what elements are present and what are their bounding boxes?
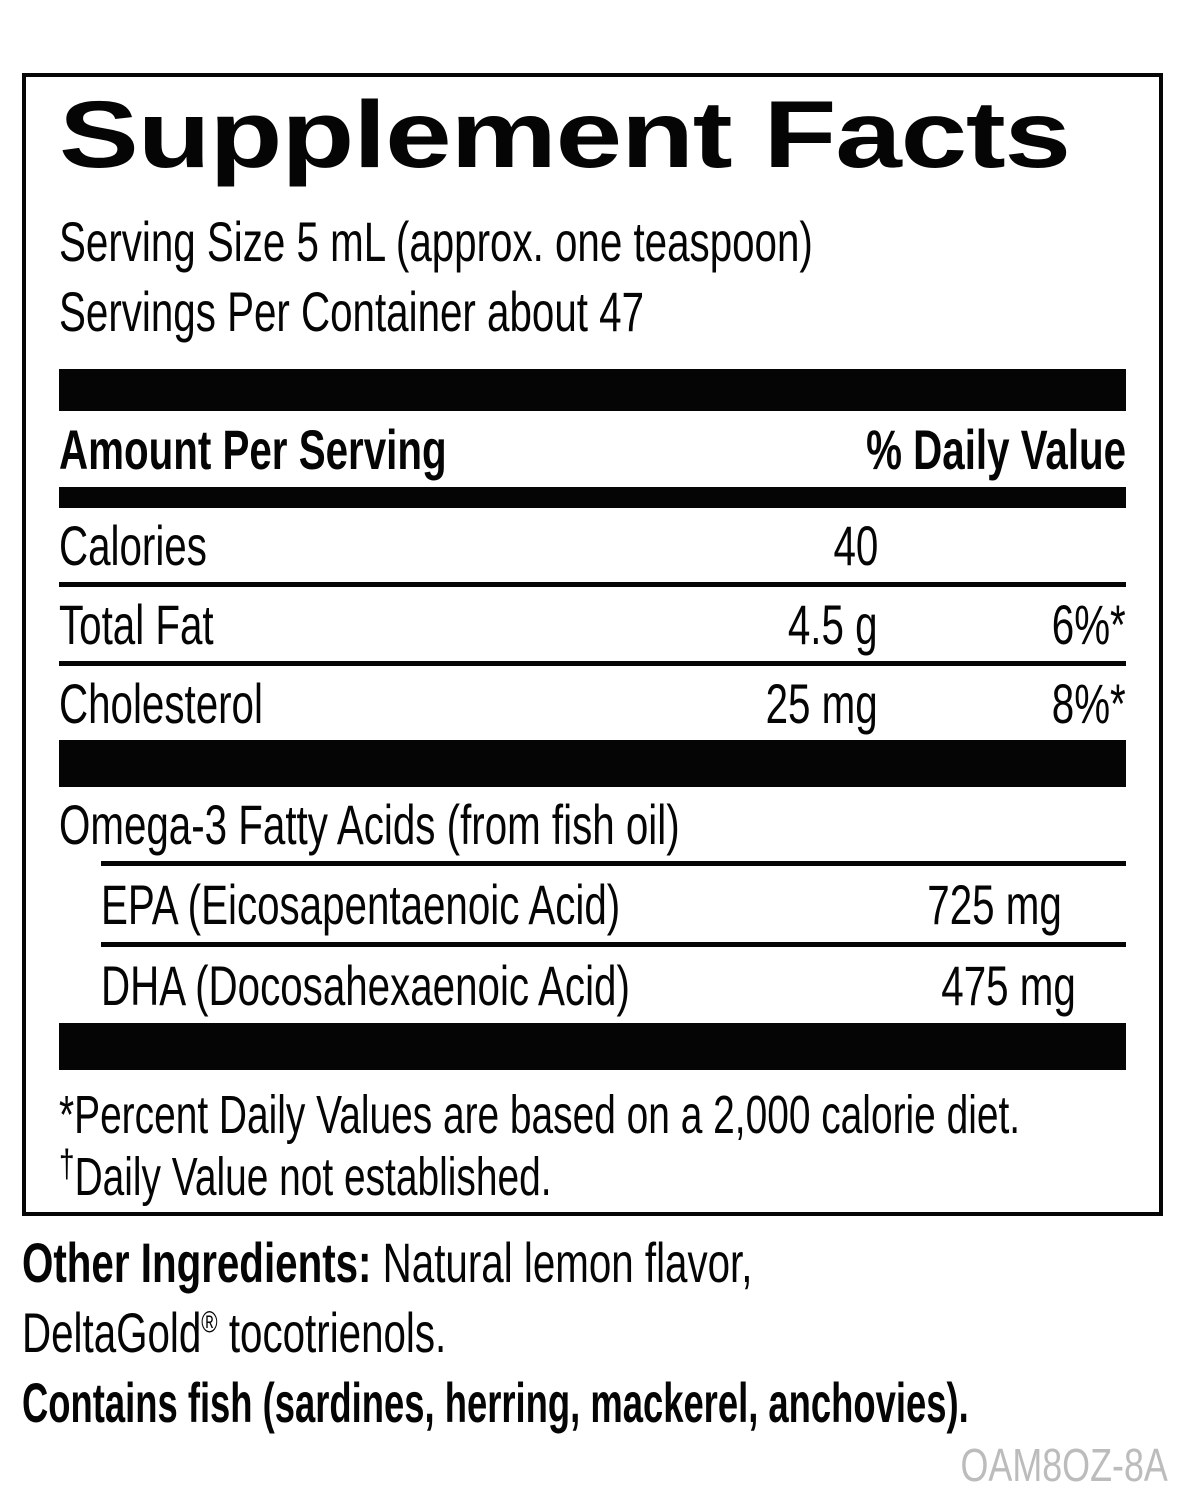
nutrient-amount: 475 mg	[941, 953, 1076, 1017]
table-row-epa: EPA (Eicosapentaenoic Acid) 725 mg †	[59, 866, 1126, 942]
table-row-total-fat: Total Fat 4.5 g 6%*	[59, 587, 1126, 661]
thick-separator-bar-bottom	[59, 1023, 1126, 1070]
separator-bar-under-header	[59, 487, 1126, 508]
thick-separator-bar-top	[59, 369, 1126, 411]
panel-title: Supplement Facts	[59, 85, 1126, 185]
product-code: OAM8OZ-8A	[960, 1439, 1168, 1491]
column-header-row: Amount Per Serving % Daily Value	[59, 411, 1126, 487]
nutrient-daily-value	[878, 513, 1126, 578]
thick-separator-bar-mid	[59, 740, 1126, 787]
footnotes: *Percent Daily Values are based on a 2,0…	[59, 1084, 1126, 1208]
nutrient-amount: 40	[833, 513, 878, 577]
nutrient-name: EPA (Eicosapentaenoic Acid)	[101, 872, 621, 936]
registered-trademark-symbol: ®	[201, 1304, 218, 1340]
serving-size-line: Serving Size 5 mL (approx. one teaspoon)	[59, 210, 813, 273]
below-panel-text: Other Ingredients: Natural lemon flavor,…	[22, 1228, 1182, 1438]
servings-per-container-line: Servings Per Container about 47	[59, 280, 644, 343]
nutrient-name: Calories	[59, 513, 207, 577]
nutrient-daily-value: 8%*	[1052, 671, 1126, 735]
sub-row-divider	[101, 942, 1126, 947]
nutrient-daily-value: 6%*	[1052, 592, 1126, 656]
contains-fish-statement: Contains fish (sardines, herring, macker…	[22, 1371, 969, 1434]
nutrient-name: Total Fat	[59, 592, 214, 656]
other-ingredients-line1: Other Ingredients: Natural lemon flavor,	[22, 1231, 753, 1294]
sub-row-divider	[101, 861, 1126, 866]
table-row-cholesterol: Cholesterol 25 mg 8%*	[59, 666, 1126, 740]
dagger-symbol: †	[59, 1143, 75, 1186]
nutrient-amount: 725 mg	[927, 872, 1063, 936]
nutrient-name: Cholesterol	[59, 671, 263, 735]
other-ingredients-line2: DeltaGold® tocotrienols.	[22, 1301, 447, 1364]
nutrient-amount: 4.5 g	[788, 592, 878, 656]
table-row-calories: Calories 40	[59, 508, 1126, 582]
dagger-mark: †	[1062, 866, 1190, 913]
dagger-footnote: †Daily Value not established.	[59, 1143, 552, 1207]
omega3-section-heading: Omega-3 Fatty Acids (from fish oil)	[59, 792, 680, 856]
other-ingredients-label: Other Ingredients:	[22, 1231, 372, 1294]
row-divider	[59, 661, 1126, 666]
nutrient-name: DHA (Docosahexaenoic Acid)	[101, 953, 630, 1017]
panel-title-text: Supplement Facts	[59, 82, 1071, 188]
row-divider	[59, 582, 1126, 587]
amount-per-serving-header: Amount Per Serving	[59, 417, 447, 481]
supplement-facts-panel: Supplement Facts Serving Size 5 mL (appr…	[22, 73, 1163, 1216]
percent-dv-footnote: *Percent Daily Values are based on a 2,0…	[59, 1085, 1021, 1145]
dagger-mark: †	[1076, 947, 1190, 994]
daily-value-header: % Daily Value	[866, 417, 1126, 481]
serving-info: Serving Size 5 mL (approx. one teaspoon)…	[59, 207, 1126, 347]
nutrient-amount: 25 mg	[765, 671, 878, 735]
table-row-dha: DHA (Docosahexaenoic Acid) 475 mg †	[59, 947, 1126, 1023]
